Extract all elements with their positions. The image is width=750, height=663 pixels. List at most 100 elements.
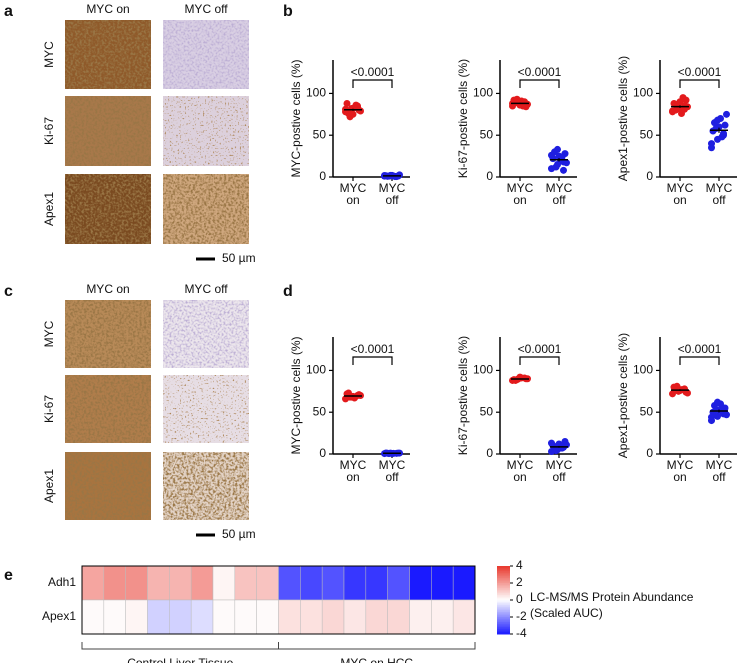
column-label: MYC off [184,2,228,16]
colorbar-step [497,606,510,609]
heatmap-cell [256,565,279,601]
colorbar-step [497,625,510,628]
heatmap-cell [81,565,105,601]
heatmap-cell [387,599,410,635]
data-point [554,145,561,153]
y-tick-label: 100 [473,86,493,100]
data-point [723,110,730,118]
scale-bar-label: 50 µm [222,527,256,541]
y-axis-label: Ki-67-postive cells (%) [456,336,470,455]
colorbar-step [497,572,510,575]
colorbar-step [497,600,510,603]
ihc-texture [65,96,151,166]
data-point [548,439,555,447]
heatmap-cell [365,565,388,601]
colorbar-step [497,591,510,594]
row-label: MYC [42,320,56,347]
heatmap-cell [234,599,257,635]
x-tick-label: MYC off [545,182,573,207]
y-axis-label: MYC-postive cells (%) [289,336,303,454]
panel-label: a [4,3,13,20]
heatmap-cell [169,565,192,601]
data-point [343,99,351,107]
colorbar-step [497,615,510,618]
data-point [563,159,570,167]
x-tick-label: MYC on [666,182,694,207]
y-tick-label: 100 [633,363,653,377]
x-tick-label: MYC off [378,182,406,207]
ihc-texture [163,174,249,244]
y-tick-label: 100 [306,86,326,100]
colorbar-tick-label: 2 [516,575,523,589]
p-value: <0.0001 [351,342,395,356]
group-bracket [278,642,476,650]
heatmap-cell [190,565,214,601]
heatmap-cell [169,599,192,635]
heatmap-cell [321,565,345,601]
heatmap-cell [321,599,345,635]
x-tick-label: MYC on [339,182,367,207]
panel-label: b [283,3,293,20]
colorbar-tick-label: 4 [516,558,523,572]
heatmap-cell [212,565,236,601]
colorbar-step [497,574,510,577]
heatmap-cell [343,565,367,601]
data-point [714,412,721,420]
data-point [679,94,687,102]
heatmap-cell [409,599,432,635]
colorbar-step [497,620,510,623]
x-tick-label: MYC off [545,459,573,484]
colorbar-step [497,594,510,598]
heatmap-cell [365,599,388,635]
heatmap-cell [190,599,214,635]
y-tick-label: 50 [313,127,327,141]
data-point [346,393,354,401]
data-point [560,166,567,174]
colorbar-tick-label: 0 [516,592,523,606]
y-axis-label: Apex1-postive cells (%) [616,56,630,181]
ihc-texture [163,375,249,443]
x-tick-label: MYC on [339,459,367,484]
y-tick-label: 0 [646,169,653,183]
y-tick-label: 0 [486,446,493,460]
column-label: MYC on [86,282,129,296]
colorbar-step [497,586,510,589]
x-tick-label-box: MYC off [378,182,406,207]
column-label: MYC on [86,2,129,16]
colorbar-step [497,567,510,570]
ihc-texture [163,96,249,166]
p-value: <0.0001 [518,65,562,79]
data-point [552,447,560,455]
colorbar-step [497,623,510,626]
x-tick-label: MYC on [506,182,534,207]
row-label: Apex1 [42,469,56,503]
significance-bracket [352,356,393,365]
p-value: <0.0001 [678,342,722,356]
colorbar-step [497,579,510,582]
x-tick-label-box: MYC off [545,182,573,207]
data-point [558,153,566,161]
significance-bracket [519,356,560,365]
heatmap-cell [300,565,323,601]
y-axis-label: Ki-67-postive cells (%) [456,59,470,178]
colorbar-step [497,627,510,630]
heatmap-cell [103,565,126,601]
data-point [515,98,522,106]
heatmap-cell [125,599,148,635]
y-tick-label: 100 [306,363,326,377]
heatmap-cell [343,599,367,635]
heatmap-cell [125,565,148,601]
x-tick-label-box: MYC on [339,459,367,484]
group-label: MYC on HCC [340,656,413,663]
heatmap-cell [147,599,170,635]
colorbar-step [497,618,510,621]
data-point [720,130,727,138]
ihc-texture [163,452,249,520]
heatmap-cell [431,599,454,635]
colorbar-step [497,603,510,606]
data-point [708,140,715,148]
colorbar-step [497,605,510,608]
data-point [714,116,721,124]
data-point [720,408,727,416]
heatmap-cell [452,565,476,601]
